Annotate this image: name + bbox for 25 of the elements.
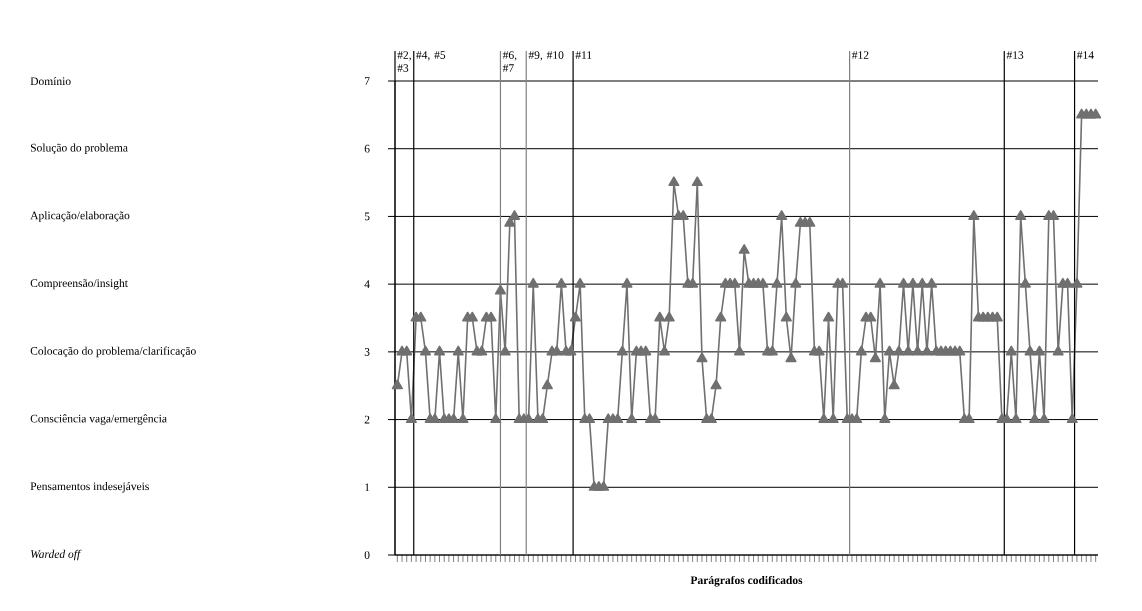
y-tick-label: 1 [365, 483, 370, 492]
y-tick-label: 2 [364, 415, 370, 424]
text: #2, #3 [397, 51, 411, 72]
text: #4, #5 [416, 51, 446, 61]
y-tick-label: 6 [364, 144, 370, 153]
text: #14 [1076, 51, 1094, 59]
text: #11 [575, 51, 592, 59]
y-tick-label: 0 [364, 551, 370, 559]
y-tick-label: 7 [364, 77, 370, 85]
y-tick-label: 3 [364, 348, 370, 356]
y-tick-label: 4 [364, 280, 370, 288]
text: #9, #10 [528, 51, 564, 61]
text: Warded off [30, 549, 82, 561]
y-tick-label: 5 [364, 212, 370, 221]
text: #13 [1006, 51, 1024, 59]
text: #12 [852, 51, 869, 59]
text: Pensamentos indesejáveis [30, 482, 149, 493]
text: Domínio [30, 76, 71, 86]
text: Compreensão/insight [30, 278, 128, 290]
text: #6, #7 [502, 51, 517, 72]
x-axis-title: Parágrafos codificados [690, 575, 803, 587]
text: Solução do problema [30, 143, 128, 154]
text: Aplicação/elaboração [30, 211, 130, 222]
text: Colocação do problema/clarificação [30, 346, 196, 358]
text: Consciência vaga/emergência [30, 414, 167, 425]
